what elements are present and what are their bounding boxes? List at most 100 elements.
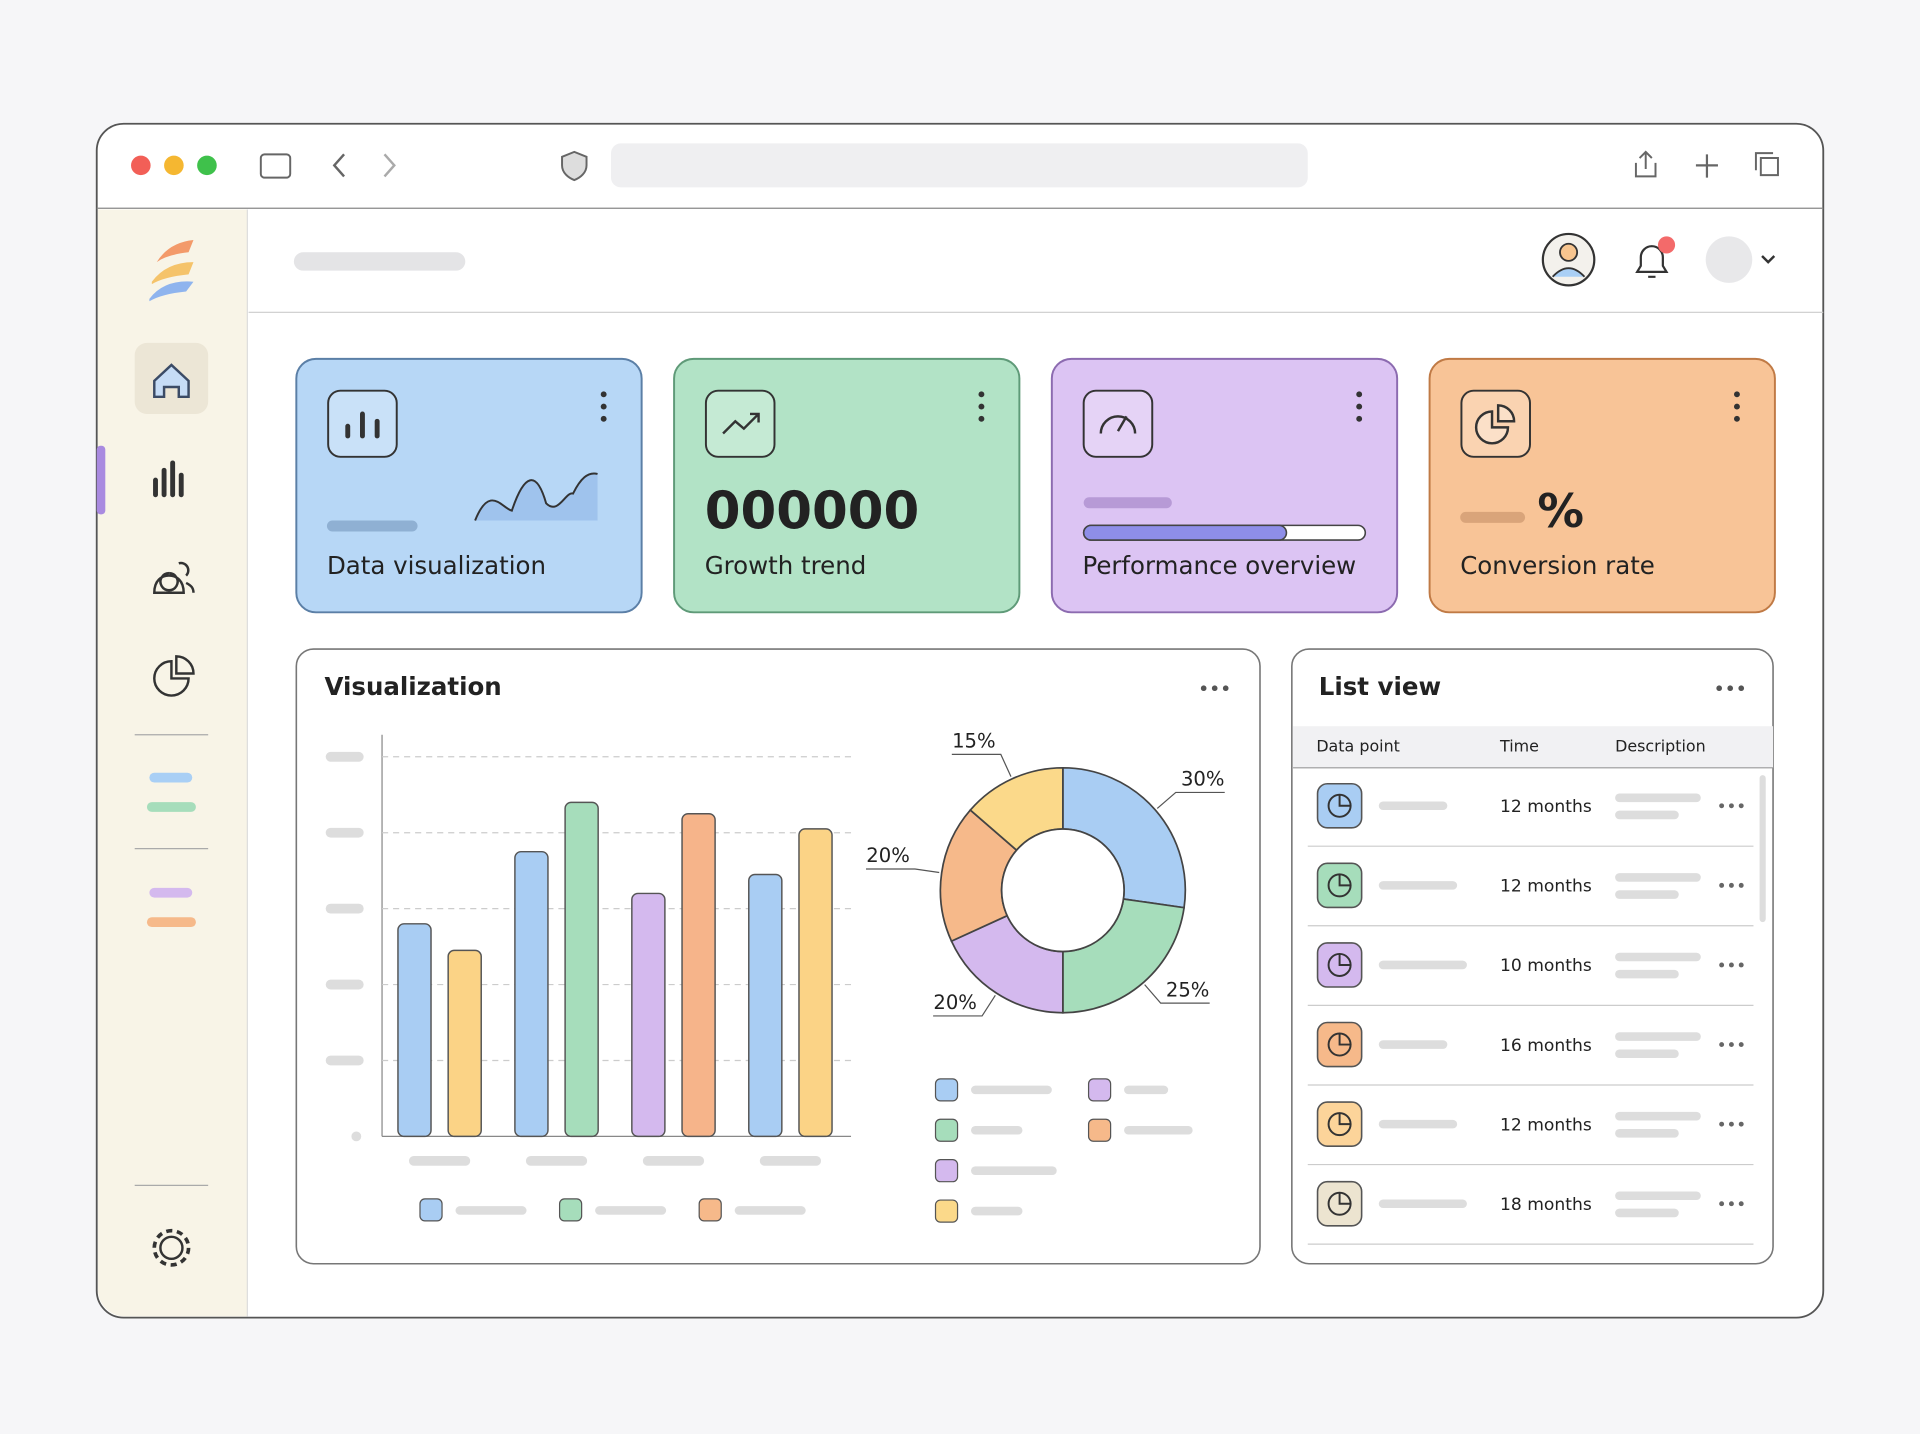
panel-title: Visualization <box>324 672 501 701</box>
list-header-row <box>1293 726 1774 768</box>
row-menu-dot[interactable] <box>1728 803 1734 809</box>
settings-button[interactable] <box>159 1235 184 1261</box>
card-label: Data visualization <box>327 551 546 580</box>
row-menu-dot[interactable] <box>1719 803 1725 809</box>
row-menu-dot[interactable] <box>1719 1121 1725 1127</box>
card-menu-dot[interactable] <box>1734 415 1740 422</box>
card-menu-dot[interactable] <box>1734 403 1740 410</box>
card-menu-dot[interactable] <box>600 403 607 410</box>
column-header: Description <box>1615 737 1706 756</box>
bar <box>447 949 482 1138</box>
nav-reports[interactable] <box>153 655 195 697</box>
row-menu-dot[interactable] <box>1738 1121 1744 1127</box>
notifications-button[interactable] <box>1635 245 1669 278</box>
column-header: Time <box>1499 737 1539 756</box>
x-tick-placeholder <box>525 1155 588 1166</box>
legend-swatch[interactable] <box>934 1159 959 1183</box>
sidebar-tag[interactable] <box>146 917 196 927</box>
stat-card[interactable] <box>295 357 643 614</box>
leader-line <box>1144 984 1210 1004</box>
card-menu-dot[interactable] <box>600 415 607 422</box>
nav-users[interactable] <box>153 561 195 594</box>
sidebar-tag[interactable] <box>149 887 193 898</box>
y-tick-placeholder <box>325 1055 364 1066</box>
scrollbar[interactable] <box>1759 775 1766 923</box>
card-menu-dot[interactable] <box>1734 391 1740 398</box>
notification-badge <box>1657 236 1676 254</box>
row-menu-dot[interactable] <box>1728 962 1734 968</box>
legend-swatch[interactable] <box>934 1118 959 1142</box>
row-menu-dot[interactable] <box>1738 962 1744 968</box>
profile-placeholder[interactable] <box>1705 236 1753 283</box>
row-menu-dot[interactable] <box>1738 1201 1744 1207</box>
row-icon-glyph <box>1338 874 1351 887</box>
card-menu-dot[interactable] <box>1356 403 1363 410</box>
tabs-button[interactable] <box>1754 152 1779 177</box>
y-tick-placeholder <box>325 827 364 838</box>
bar <box>748 873 783 1138</box>
row-placeholder <box>1615 969 1679 979</box>
row-time: 12 months <box>1500 797 1592 817</box>
row-menu-dot[interactable] <box>1719 1042 1725 1047</box>
logo-top <box>156 240 194 263</box>
row-menu-dot[interactable] <box>1719 1201 1725 1207</box>
profile-dropdown[interactable] <box>1761 255 1776 264</box>
legend-placeholder <box>1124 1125 1193 1135</box>
stat-card[interactable] <box>673 357 1021 614</box>
row-placeholder <box>1378 881 1458 890</box>
row-time: 18 months <box>1500 1195 1592 1215</box>
stat-card[interactable] <box>1428 357 1776 614</box>
row-menu-dot[interactable] <box>1728 1121 1734 1127</box>
bar <box>631 892 666 1138</box>
card-menu-dot[interactable] <box>600 391 607 398</box>
new-tab-button[interactable] <box>1695 154 1718 178</box>
back-button[interactable] <box>332 153 345 178</box>
legend-swatch[interactable] <box>698 1198 722 1222</box>
legend-swatch[interactable] <box>558 1198 583 1222</box>
card-menu-dot[interactable] <box>1356 391 1363 398</box>
row-menu-dot[interactable] <box>1728 1201 1734 1207</box>
legend-swatch[interactable] <box>419 1198 443 1222</box>
row-menu-dot[interactable] <box>1728 1042 1734 1047</box>
leader-line <box>866 868 940 874</box>
row-placeholder <box>1615 1129 1679 1138</box>
row-menu-dot[interactable] <box>1738 882 1744 888</box>
stat-card[interactable] <box>1050 357 1399 614</box>
zoom-button[interactable] <box>197 155 217 176</box>
icon-glyph <box>1474 404 1516 445</box>
nav-charts[interactable] <box>153 460 184 498</box>
legend-swatch[interactable] <box>1087 1078 1112 1102</box>
icon-glyph <box>722 412 760 435</box>
legend-swatch[interactable] <box>934 1078 959 1102</box>
row-menu-dot[interactable] <box>1738 803 1744 809</box>
panel-menu[interactable] <box>1200 685 1229 692</box>
card-placeholder <box>326 520 418 532</box>
close-button[interactable] <box>131 155 151 176</box>
card-menu-dot[interactable] <box>1356 415 1363 422</box>
card-label: Growth trend <box>705 551 867 580</box>
row-placeholder <box>1615 1208 1679 1218</box>
row-menu-dot[interactable] <box>1719 882 1725 888</box>
sidebar-tag[interactable] <box>146 802 196 812</box>
sidebar-tag[interactable] <box>149 772 193 783</box>
forward-button[interactable] <box>383 153 396 178</box>
sidebar-toggle[interactable] <box>259 153 292 179</box>
legend-swatch[interactable] <box>1087 1118 1112 1142</box>
card-menu-dot[interactable] <box>978 415 985 422</box>
card-menu-dot[interactable] <box>978 403 985 410</box>
row-placeholder <box>1378 801 1448 811</box>
panel-menu[interactable] <box>1716 685 1745 692</box>
sparkline <box>474 472 598 521</box>
stat-cards: Data visualization Growth trend 000000 Perf… <box>295 357 1776 614</box>
minimize-button[interactable] <box>164 155 184 176</box>
card-menu-dot[interactable] <box>978 391 985 398</box>
share-button[interactable] <box>1634 150 1657 178</box>
card-placeholder <box>1460 511 1526 523</box>
row-menu-dot[interactable] <box>1719 962 1725 968</box>
row-menu-dot[interactable] <box>1738 1042 1744 1047</box>
address-bar[interactable] <box>611 143 1308 188</box>
legend-swatch[interactable] <box>934 1199 959 1223</box>
row-menu-dot[interactable] <box>1728 882 1734 888</box>
